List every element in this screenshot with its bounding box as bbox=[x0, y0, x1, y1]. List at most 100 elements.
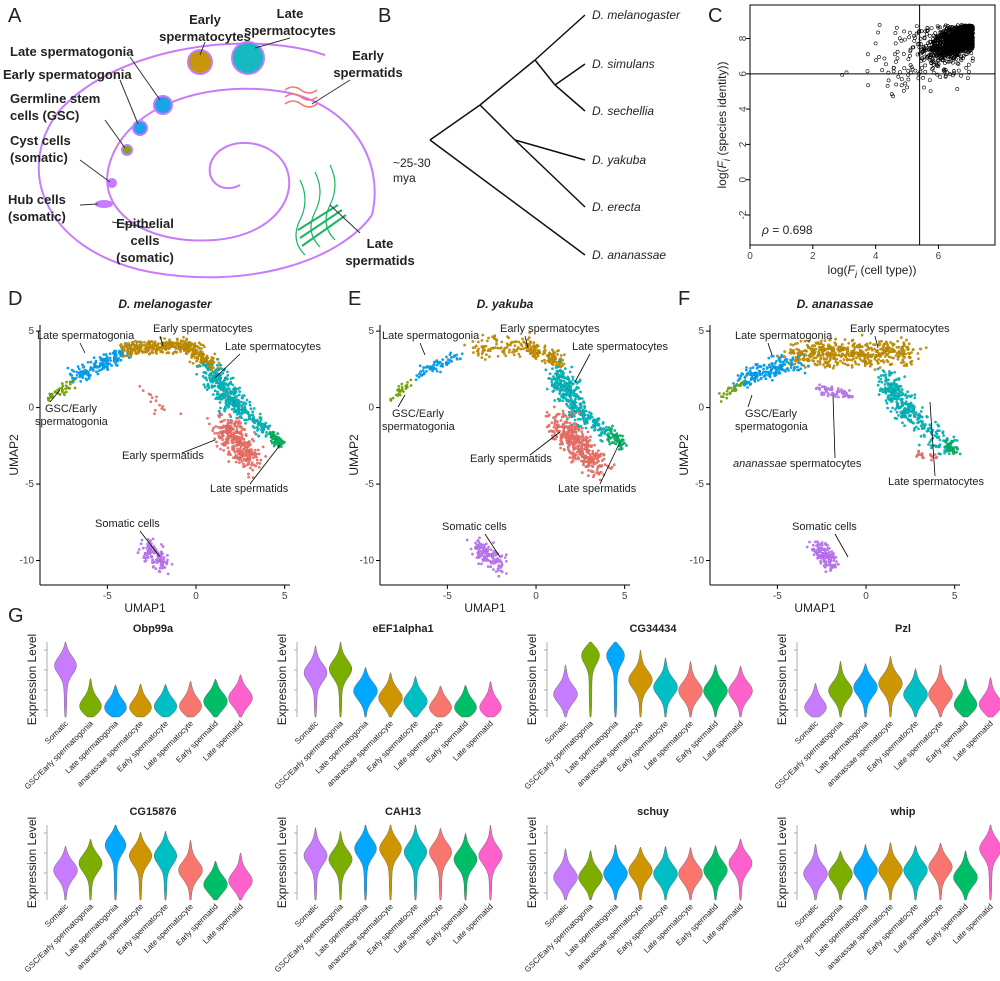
point bbox=[961, 32, 966, 36]
point bbox=[935, 42, 940, 47]
diagram-label: Germline stem bbox=[10, 91, 100, 106]
point bbox=[929, 26, 934, 31]
point bbox=[938, 48, 943, 52]
point bbox=[279, 441, 283, 445]
point bbox=[215, 357, 219, 361]
point bbox=[195, 364, 199, 368]
point bbox=[962, 34, 967, 38]
point bbox=[884, 62, 888, 67]
point bbox=[931, 60, 936, 65]
point bbox=[958, 34, 963, 39]
point bbox=[574, 431, 578, 435]
point bbox=[581, 432, 585, 436]
point bbox=[149, 400, 153, 404]
point bbox=[558, 365, 562, 369]
point bbox=[913, 396, 917, 400]
point bbox=[749, 382, 753, 386]
point bbox=[232, 410, 236, 414]
point bbox=[970, 45, 975, 50]
cluster-label: Somatic cells bbox=[442, 521, 507, 533]
point bbox=[598, 428, 602, 432]
point bbox=[166, 572, 170, 576]
point bbox=[215, 371, 219, 375]
point bbox=[179, 340, 183, 344]
point bbox=[523, 341, 527, 345]
point bbox=[219, 420, 223, 424]
point bbox=[899, 83, 904, 88]
point bbox=[205, 355, 209, 359]
point bbox=[550, 348, 554, 352]
point bbox=[497, 564, 501, 568]
point bbox=[447, 361, 451, 365]
point bbox=[873, 357, 877, 361]
point bbox=[246, 450, 250, 454]
point bbox=[245, 447, 249, 451]
point bbox=[483, 551, 487, 555]
point bbox=[559, 418, 563, 422]
point bbox=[816, 386, 820, 390]
point bbox=[939, 37, 944, 42]
point bbox=[94, 370, 98, 374]
point bbox=[970, 32, 975, 37]
point bbox=[532, 355, 536, 359]
point bbox=[238, 461, 241, 465]
point bbox=[908, 30, 912, 35]
point bbox=[141, 389, 145, 393]
point bbox=[954, 46, 959, 51]
point bbox=[257, 434, 261, 438]
point bbox=[116, 358, 120, 362]
point bbox=[789, 343, 793, 346]
point bbox=[565, 417, 569, 421]
point bbox=[226, 439, 230, 443]
point bbox=[932, 42, 937, 46]
point bbox=[114, 349, 118, 353]
point bbox=[531, 349, 535, 353]
point bbox=[882, 56, 887, 61]
diagram-label: Late spermatogonia bbox=[10, 44, 134, 59]
point bbox=[767, 356, 771, 360]
point bbox=[474, 344, 478, 348]
point bbox=[544, 368, 548, 372]
point bbox=[598, 464, 602, 468]
point bbox=[562, 383, 566, 387]
point bbox=[884, 399, 888, 403]
point bbox=[188, 347, 192, 351]
y-tick-label: -5 bbox=[25, 479, 34, 490]
point bbox=[844, 354, 848, 358]
point bbox=[568, 430, 572, 434]
point bbox=[211, 370, 215, 374]
point bbox=[930, 49, 935, 54]
point bbox=[409, 384, 413, 387]
point bbox=[854, 356, 858, 360]
panel-letter: F bbox=[678, 288, 690, 310]
diagram-label: Early bbox=[189, 12, 222, 27]
point bbox=[154, 567, 158, 571]
point bbox=[261, 445, 265, 449]
point bbox=[208, 376, 211, 380]
point bbox=[905, 338, 908, 342]
point bbox=[235, 412, 239, 416]
point bbox=[923, 69, 928, 74]
point bbox=[725, 392, 729, 396]
point bbox=[562, 426, 565, 429]
point bbox=[914, 24, 919, 29]
point bbox=[525, 349, 529, 353]
point bbox=[528, 352, 532, 356]
point bbox=[555, 369, 559, 373]
point bbox=[943, 23, 948, 28]
point bbox=[902, 364, 906, 368]
point bbox=[908, 355, 912, 359]
point bbox=[160, 407, 164, 411]
point bbox=[575, 393, 579, 396]
point bbox=[566, 375, 570, 379]
point bbox=[528, 348, 532, 352]
y-tick-label: 5 bbox=[368, 326, 374, 337]
point bbox=[505, 342, 509, 346]
point bbox=[826, 354, 830, 358]
x-tick-label: 0 bbox=[193, 591, 199, 602]
point bbox=[555, 420, 559, 424]
point bbox=[821, 353, 825, 357]
point bbox=[552, 389, 556, 392]
point bbox=[966, 69, 971, 74]
point bbox=[793, 362, 797, 366]
